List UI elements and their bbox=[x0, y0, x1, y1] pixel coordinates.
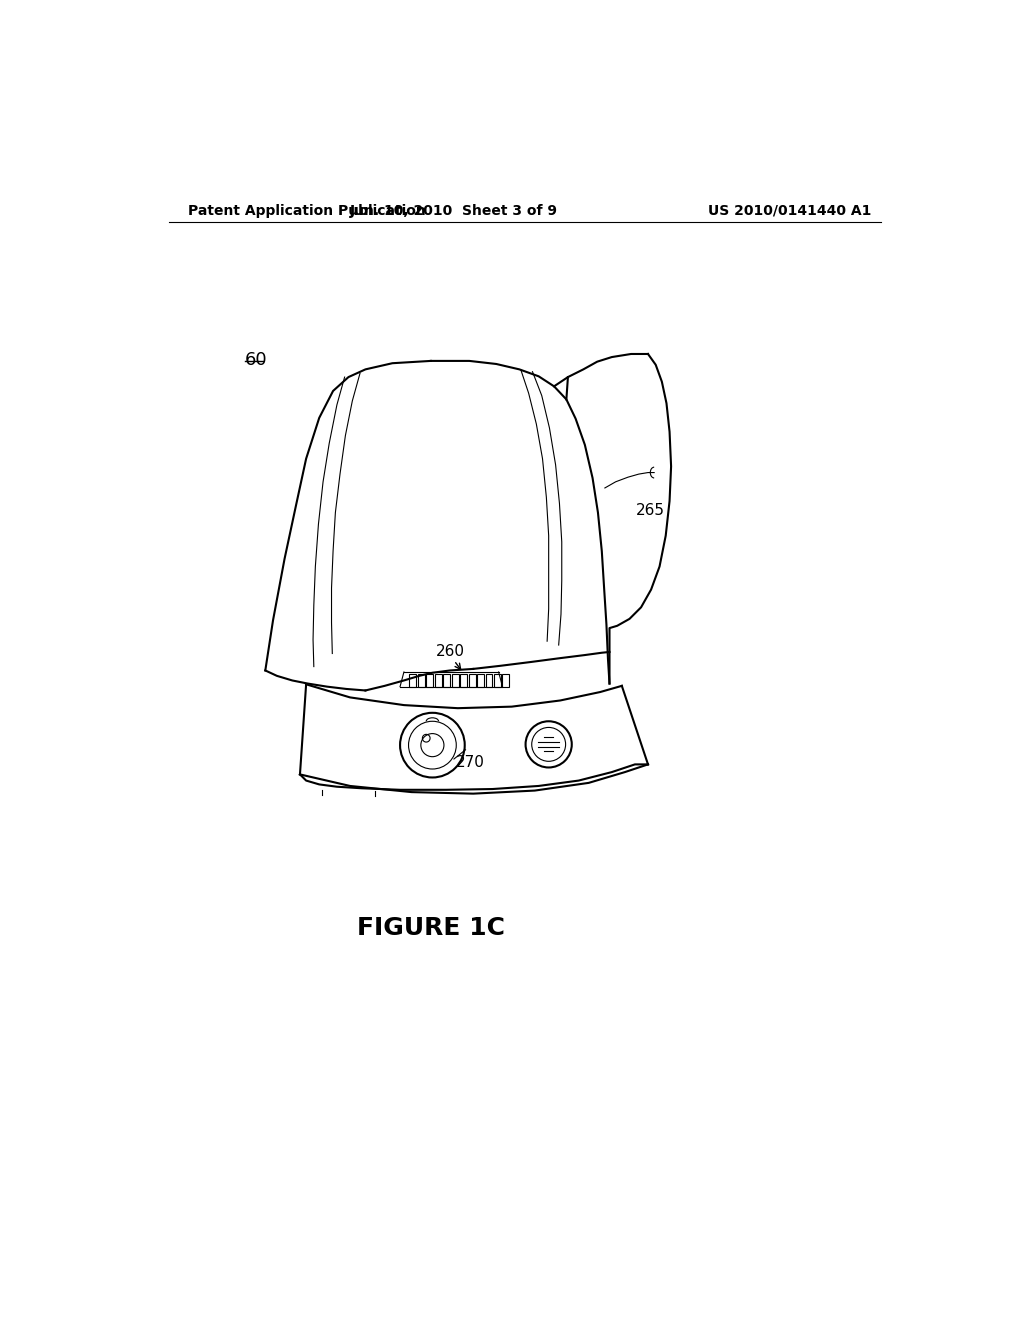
Text: 60: 60 bbox=[245, 351, 267, 368]
Bar bbox=[410, 673, 416, 686]
Bar bbox=[443, 673, 451, 686]
Bar bbox=[460, 673, 467, 686]
Bar bbox=[503, 673, 509, 686]
Bar bbox=[477, 673, 484, 686]
Bar bbox=[426, 673, 433, 686]
Bar bbox=[485, 673, 493, 686]
Bar bbox=[469, 673, 475, 686]
Bar bbox=[452, 673, 459, 686]
Bar bbox=[494, 673, 501, 686]
Text: US 2010/0141440 A1: US 2010/0141440 A1 bbox=[708, 203, 871, 218]
Bar bbox=[418, 673, 425, 686]
Text: 260: 260 bbox=[436, 644, 465, 659]
Bar bbox=[435, 673, 441, 686]
Text: FIGURE 1C: FIGURE 1C bbox=[356, 916, 505, 940]
Text: Jun. 10, 2010  Sheet 3 of 9: Jun. 10, 2010 Sheet 3 of 9 bbox=[350, 203, 558, 218]
Text: Patent Application Publication: Patent Application Publication bbox=[188, 203, 426, 218]
Text: 270: 270 bbox=[456, 755, 484, 771]
Text: 265: 265 bbox=[636, 503, 665, 517]
